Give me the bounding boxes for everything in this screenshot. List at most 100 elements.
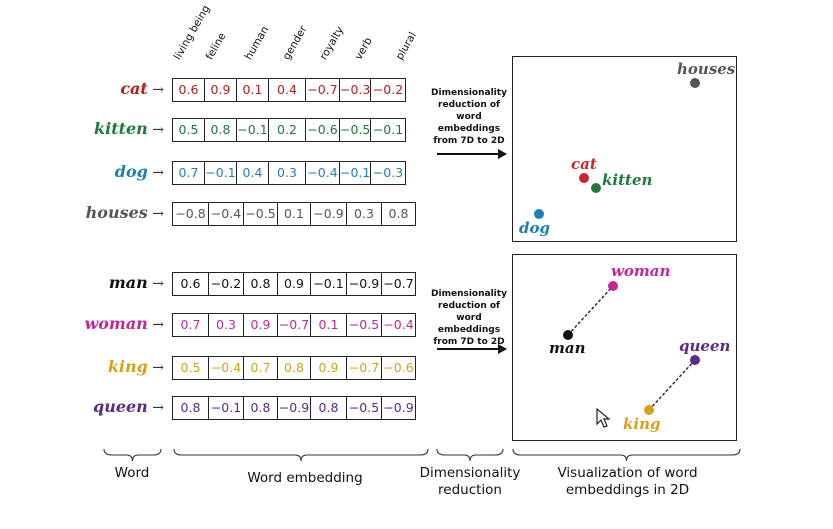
word-text: king [107,357,148,376]
embedding-cell: −0.7 [305,79,339,101]
arrow-icon: → [147,317,164,333]
caption-word-line: Word [114,465,150,481]
reduction-arrowhead [498,344,507,354]
embedding-cell: 0.8 [243,397,277,419]
data-point [591,183,601,193]
embedding-cell: −0.1 [208,397,243,419]
embedding-cell: 0.6 [180,276,201,291]
embedding-cell: 0.7 [178,165,199,180]
embedding-cell: 0.4 [236,162,268,184]
word-text: woman [84,314,148,333]
relation-line-man-woman [567,285,614,336]
embedding-cell: 0.2 [268,119,305,141]
embedding-plot [512,254,737,441]
point-label: dog [519,219,550,237]
data-point [644,405,654,415]
point-label: cat [571,155,597,173]
embedding-cell: 0.8 [204,119,236,141]
word-text: man [108,273,148,292]
embedding-cell: −0.7 [277,314,310,336]
data-point [608,281,618,291]
brace-visualization [512,448,741,462]
embedding-vector: −0.8 −0.4 −0.5 0.1 −0.9 0.3 0.8 [172,202,416,226]
reduction-text-line: reduction of [438,100,500,110]
relation-line-king-queen [648,359,696,411]
brace-embedding [173,448,429,462]
embedding-cell: 0.7 [180,317,201,332]
embedding-vector: 0.6 −0.2 0.8 0.9 −0.1 −0.9 −0.7 [172,272,416,296]
point-label: houses [677,60,736,78]
arrow-icon: → [147,276,164,292]
point-label: man [549,339,586,357]
embedding-cell: 0.9 [204,79,236,101]
caption-embedding-line: Word embedding [247,470,363,486]
embedding-cell: 0.6 [178,82,199,97]
reduction-text-line: reduction of [438,301,500,311]
embedding-cell: −0.9 [346,273,381,295]
word-label: cat → [54,79,164,98]
embedding-cell: −0.2 [208,273,243,295]
caption-reduction: Dimensionality reduction [410,465,530,499]
embedding-cell: 0.8 [277,357,310,379]
embedding-cell: −0.1 [339,162,370,184]
embedding-cell: 0.5 [180,360,201,375]
embedding-cell: 0.9 [243,314,277,336]
embedding-cell: 0.3 [346,203,381,225]
embedding-cell: 0.3 [268,162,305,184]
embedding-cell: −0.5 [346,397,381,419]
reduction-text-line: word [456,112,482,122]
embedding-vector: 0.7 0.3 0.9 −0.7 0.1 −0.5 −0.4 [172,313,416,337]
embedding-cell: −0.6 [381,357,415,379]
embedding-cell: −0.4 [305,162,339,184]
reduction-text-line: word [456,313,482,323]
embedding-vector: 0.5 −0.4 0.7 0.8 0.9 −0.7 −0.6 [172,356,416,380]
embedding-cell: −0.7 [346,357,381,379]
reduction-text-line: embeddings [437,124,501,134]
arrow-icon: → [147,122,164,138]
caption-visualization-line: Visualization of word [557,465,698,481]
embedding-cell: 0.8 [243,273,277,295]
caption-reduction-line: reduction [438,482,502,498]
embedding-vector: 0.6 0.9 0.1 0.4 −0.7 −0.3 −0.2 [172,78,406,102]
word-text: cat [120,79,148,98]
embedding-cell: −0.1 [370,119,405,141]
embedding-cell: 0.8 [180,400,201,415]
arrow-icon: → [147,206,164,222]
arrow-icon: → [147,165,164,181]
embedding-cell: 0.8 [381,203,415,225]
embedding-cell: −0.5 [346,314,381,336]
embedding-cell: −0.9 [381,397,415,419]
embedding-cell: 0.1 [236,79,268,101]
word-label: woman → [54,314,164,333]
embedding-cell: −0.1 [236,119,268,141]
reduction-text-line: from 7D to 2D [433,136,505,146]
embedding-cell: −0.8 [175,206,206,221]
reduction-text-line: Dimensionality [431,88,507,98]
embedding-cell: −0.3 [339,79,370,101]
embedding-cell: −0.5 [339,119,370,141]
brace-reduction [436,448,504,462]
caption-embedding: Word embedding [220,470,390,487]
caption-visualization-line: embeddings in 2D [565,482,690,498]
embedding-vector: 0.7 −0.1 0.4 0.3 −0.4 −0.1 −0.3 [172,161,406,185]
embedding-cell: −0.4 [208,203,243,225]
embedding-cell: 0.3 [208,314,243,336]
data-point [563,330,573,340]
embedding-cell: −0.2 [370,79,405,101]
embedding-vector: 0.5 0.8 −0.1 0.2 −0.6 −0.5 −0.1 [172,118,406,142]
embedding-cell: −0.4 [208,357,243,379]
point-label: kitten [602,171,653,189]
embedding-cell: −0.1 [310,273,346,295]
word-label: man → [54,273,164,292]
embedding-cell: −0.9 [277,397,310,419]
embedding-cell: −0.5 [243,203,277,225]
point-label: king [623,415,661,433]
arrow-icon: → [147,400,164,416]
caption-reduction-line: Dimensionality [419,465,521,481]
embedding-cell: −0.6 [305,119,339,141]
embedding-cell: 0.5 [178,122,199,137]
reduction-text: Dimensionality reduction of word embeddings… [426,87,512,147]
point-label: woman [611,262,671,280]
embedding-cell: 0.9 [277,273,310,295]
mouse-cursor-icon [596,407,611,428]
